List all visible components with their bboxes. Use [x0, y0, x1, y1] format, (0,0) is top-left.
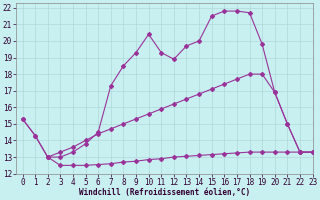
X-axis label: Windchill (Refroidissement éolien,°C): Windchill (Refroidissement éolien,°C) — [79, 188, 250, 197]
